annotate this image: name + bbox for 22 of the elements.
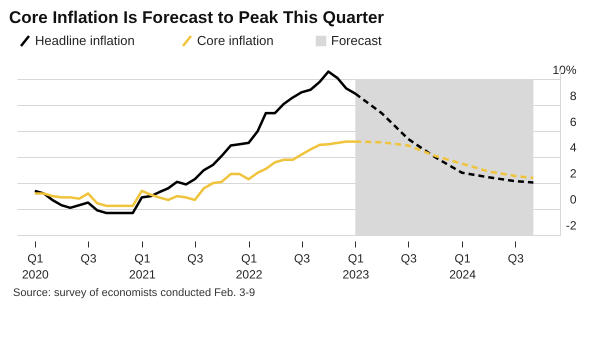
- x-tick-label: Q1 2020: [22, 252, 50, 282]
- x-tick-label: Q1 2023: [342, 252, 370, 282]
- legend-label: Headline inflation: [35, 33, 135, 48]
- x-tick-label: Q1 2022: [236, 252, 263, 282]
- y-tick-label: 6: [570, 114, 577, 129]
- x-tick-label: Q1 2021: [129, 252, 156, 282]
- y-tick-label: 8: [570, 88, 577, 103]
- y-tick-label: 10%: [552, 62, 577, 77]
- chart-title: Core Inflation Is Forecast to Peak This Quarter: [9, 8, 384, 27]
- x-tick-label: Q3: [508, 252, 524, 266]
- y-tick-label: 4: [570, 140, 577, 155]
- x-tick-label: Q3: [294, 252, 310, 266]
- x-tick-label: Q3: [80, 252, 97, 266]
- y-tick-label: -2: [566, 218, 577, 232]
- x-tick-label: Q3: [400, 252, 418, 266]
- y-tick-label: 2: [570, 166, 577, 181]
- legend-label: Forecast: [331, 33, 382, 48]
- source-note: Source: survey of economists conducted Feb. 3-9: [13, 287, 256, 299]
- legend-label: Core inflation: [197, 33, 274, 48]
- x-tick-label: Q1 2024: [449, 252, 476, 282]
- y-tick-label: 0: [570, 192, 577, 207]
- x-tick-label: Q3: [187, 252, 204, 266]
